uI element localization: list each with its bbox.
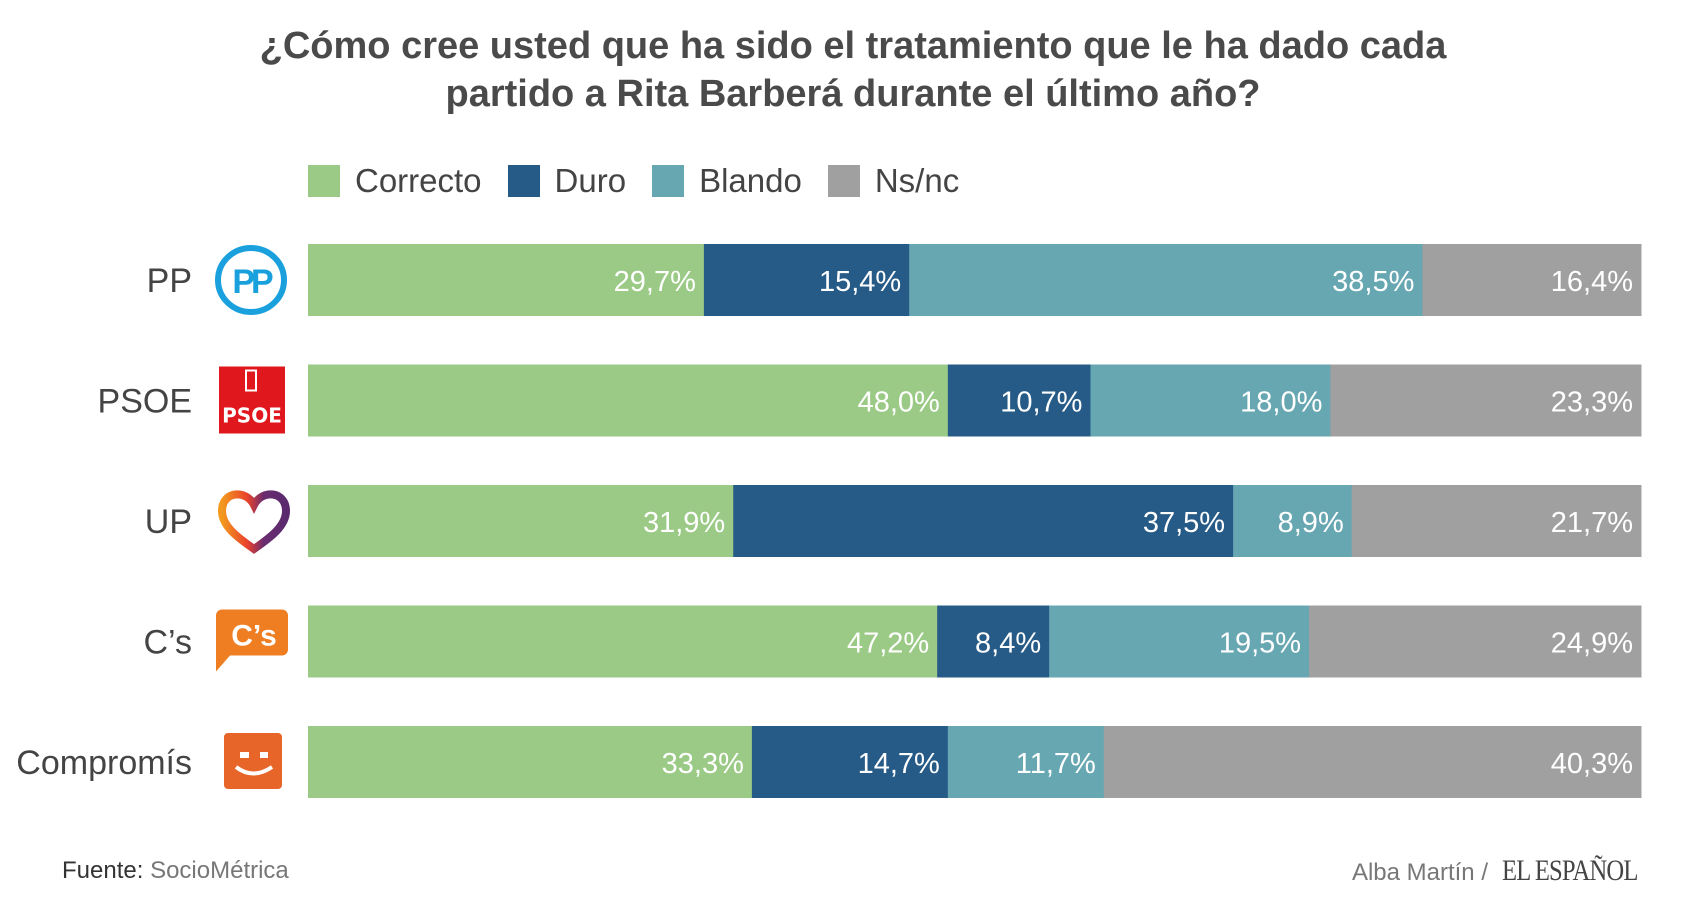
data-label: 16,4% [1551, 266, 1633, 298]
bar-segment-correcto [308, 605, 938, 678]
bar-segment-duro [751, 726, 949, 798]
bar-segment-nsnc [1103, 726, 1642, 798]
data-label: 23,3% [1551, 387, 1633, 419]
legend-label: Duro [554, 162, 627, 199]
bar-segment-correcto [308, 726, 753, 798]
legend-item-nsnc: Ns/nc [827, 162, 960, 200]
bar-segment-blando [1090, 364, 1331, 437]
legend-swatch [827, 165, 860, 197]
legend-item-duro: Duro [507, 162, 627, 200]
source-value: SocioMétrica [150, 857, 289, 884]
data-label: 47,2% [847, 628, 929, 660]
compromis-logo [224, 733, 282, 789]
psoe-logo: PSOE [219, 366, 285, 434]
data-label: 14,7% [858, 748, 940, 780]
source-note: Fuente: SocioMétrica [62, 857, 289, 885]
legend: Correcto Duro Blando Ns/nc [308, 162, 985, 200]
data-label: 21,7% [1551, 507, 1633, 539]
bar-segment-correcto [308, 485, 734, 557]
data-label: 31,9% [643, 507, 725, 539]
svg-text:PP: PP [232, 263, 273, 301]
category-label: PP [147, 262, 192, 300]
legend-label: Blando [699, 162, 802, 199]
bar-row: UP 31,9% 37,5% 8,9% 21,7% [145, 485, 1642, 557]
bar-segment-blando [1233, 485, 1353, 557]
data-label: 15,4% [819, 266, 901, 298]
data-label: 11,7% [1016, 748, 1096, 780]
bar-segment-nsnc [1309, 605, 1642, 678]
legend-swatch [507, 165, 540, 197]
bar-segment-duro [733, 485, 1234, 557]
svg-text:C’s: C’s [231, 620, 277, 653]
legend-label: Correcto [355, 162, 482, 199]
author: Alba Martín / [1351, 859, 1488, 886]
data-label: 33,3% [662, 748, 744, 780]
legend-label: Ns/nc [874, 162, 960, 199]
bar-segment-duro [703, 244, 910, 316]
data-label: 48,0% [858, 387, 940, 419]
data-label: 24,9% [1551, 628, 1633, 660]
bar-segment-duro [937, 605, 1050, 678]
pp-logo: PP [215, 245, 287, 315]
bar-row: Compromís 33,3% 14,7% 11,7% 40,3% [16, 726, 1642, 798]
brand-logo: EL ESPAÑOL [1502, 854, 1638, 887]
category-label: PSOE [98, 383, 192, 421]
title-line-2: partido a Rita Barberá durante el último… [445, 73, 1261, 115]
data-label: 37,5% [1143, 507, 1225, 539]
data-label: 10,7% [1000, 387, 1082, 419]
bar-segment-nsnc [1422, 244, 1642, 316]
data-label: 8,4% [975, 628, 1041, 660]
data-label: 40,3% [1551, 748, 1633, 780]
bar-segment-correcto [308, 364, 949, 437]
legend-swatch [652, 165, 685, 197]
bar-row: PSOE 48,0% 10,7% 18,0% 23,3% PSOE [98, 364, 1642, 437]
data-label: 8,9% [1278, 507, 1344, 539]
bar-segment-correcto [308, 244, 705, 316]
category-label: Compromís [16, 744, 192, 782]
credit: Alba Martín / EL ESPAÑOL [1351, 854, 1638, 888]
chart-title: ¿Cómo cree usted que ha sido el tratamie… [0, 22, 1706, 118]
bar-row: PP 29,7% 15,4% 38,5% 16,4% PP [147, 244, 1642, 316]
bar-segment-nsnc [1351, 485, 1642, 557]
category-label: UP [145, 503, 192, 541]
legend-swatch [308, 165, 340, 197]
data-label: 29,7% [614, 266, 696, 298]
category-label: C’s [144, 624, 193, 662]
data-label: 19,5% [1219, 628, 1301, 660]
data-label: 38,5% [1332, 266, 1414, 298]
bar-segment-blando [947, 726, 1105, 798]
cs-logo: C’s [216, 609, 288, 672]
bar-segment-blando [909, 244, 1423, 316]
legend-item-correcto: Correcto [308, 162, 482, 200]
bar-segment-duro [947, 364, 1091, 437]
source-label: Fuente: [62, 857, 144, 884]
svg-text:PSOE: PSOE [222, 404, 282, 428]
title-line-1: ¿Cómo cree usted que ha sido el tratamie… [259, 25, 1447, 67]
data-label: 18,0% [1240, 387, 1322, 419]
bar-segment-nsnc [1330, 364, 1642, 437]
bar-row: C’s 47,2% 8,4% 19,5% 24,9% C’s [144, 605, 1642, 678]
up-heart-logo [217, 490, 291, 554]
legend-item-blando: Blando [652, 162, 802, 200]
bar-segment-blando [1049, 605, 1310, 678]
